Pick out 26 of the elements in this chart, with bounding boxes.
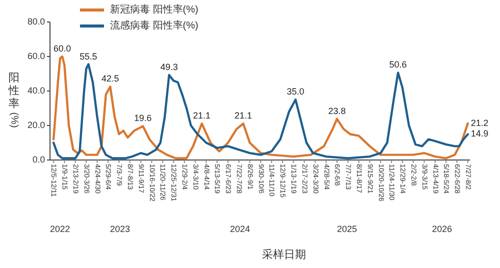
y-tick-label: 80.0 [27,16,45,26]
text: 2025 [336,224,358,234]
y-tick-label: 20.0 [27,120,45,130]
data-label: 50.6 [389,60,407,70]
y-tick-label: 40.0 [27,85,45,96]
data-label: 35.0 [286,86,304,97]
legend-label: 流感病毒 阳性率(%) [110,20,198,32]
text: 2026 [432,224,452,234]
y-axis-title: 阳性率(%) [8,72,20,128]
y-tick-label: 60.0 [27,50,45,61]
data-label: 14.9 [470,128,488,139]
data-label: 55.5 [80,51,98,62]
data-label: 49.3 [160,62,178,72]
data-label: 21.1 [234,110,252,121]
x-axis-title: 采样日期 [262,248,306,261]
text: 2022 [50,224,70,234]
data-label: 19.6 [134,113,152,124]
data-label: 23.8 [328,106,346,116]
text: 2024 [230,224,250,234]
data-label: 60.0 [54,44,72,54]
data-label: 42.5 [101,74,120,84]
data-label: 21.1 [193,110,211,121]
data-label: 21.2 [470,118,488,128]
legend-label: 新冠病毒 阳性率(%) [110,4,198,16]
y-tick-label: 0.0 [32,154,45,164]
text: 2023 [110,224,130,234]
